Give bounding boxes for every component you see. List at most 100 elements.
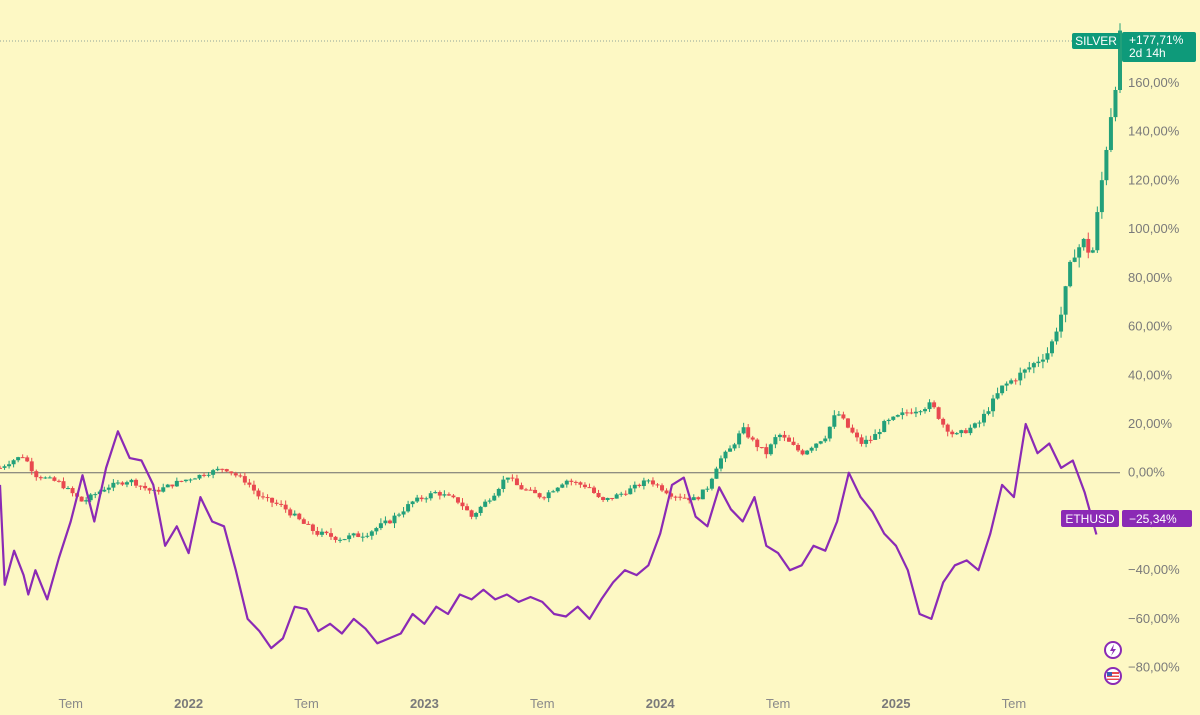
silver-candle <box>551 489 556 493</box>
silver-candle <box>469 509 474 520</box>
silver-candle <box>941 417 946 428</box>
silver-candle <box>496 487 501 498</box>
silver-candle <box>247 478 252 488</box>
y-tick-label: 40,00% <box>1128 367 1173 382</box>
silver-candle <box>501 475 506 493</box>
silver-candle <box>981 409 986 427</box>
silver-candle <box>546 490 551 503</box>
silver-candle <box>691 494 696 501</box>
silver-candle <box>220 468 225 473</box>
y-tick-label: 120,00% <box>1128 172 1180 187</box>
silver-candle <box>1090 247 1095 254</box>
silver-candle <box>628 485 633 495</box>
silver-candle <box>306 521 311 525</box>
x-tick-label: 2024 <box>646 696 676 711</box>
silver-candle <box>138 485 143 490</box>
flag-icon[interactable] <box>1104 667 1122 685</box>
silver-candle <box>737 430 742 449</box>
silver-candle <box>115 479 120 486</box>
y-tick-label: 100,00% <box>1128 221 1180 236</box>
x-tick-label: Tem <box>766 696 791 711</box>
silver-candle <box>84 497 89 505</box>
silver-candle <box>192 477 197 480</box>
silver-candle <box>909 408 914 415</box>
silver-candle <box>519 482 524 490</box>
silver-candle <box>632 481 637 493</box>
lightning-icon[interactable] <box>1104 641 1122 659</box>
silver-candle <box>746 424 751 439</box>
silver-candle <box>768 443 773 456</box>
y-tick-label: −60,00% <box>1128 611 1180 626</box>
silver-candle <box>1059 306 1064 338</box>
silver-candle <box>900 408 905 420</box>
silver-candle <box>56 479 61 483</box>
silver-candle <box>650 477 655 487</box>
silver-candle <box>950 429 955 438</box>
silver-candle <box>120 481 125 486</box>
x-tick-label: 2025 <box>882 696 911 711</box>
silver-candle <box>542 496 547 501</box>
silver-candle <box>664 488 669 495</box>
x-axis: Tem 2022 Tem 2023 Tem 2024 Tem 2025 Tem <box>58 696 1026 711</box>
silver-candle <box>356 531 361 538</box>
silver-candle <box>832 410 837 429</box>
silver-candle <box>750 435 755 442</box>
silver-candle <box>455 497 460 505</box>
silver-candle <box>437 490 442 500</box>
silver-candle <box>995 387 1000 400</box>
silver-candle <box>242 472 247 486</box>
silver-candle <box>229 471 234 476</box>
silver-candle <box>34 469 39 481</box>
y-tick-label: −40,00% <box>1128 562 1180 577</box>
silver-candle <box>1018 367 1023 386</box>
silver-candle <box>260 492 265 500</box>
silver-candle <box>991 394 996 417</box>
silver-candle <box>2 464 7 470</box>
silver-candle <box>410 500 415 508</box>
silver-candle <box>338 537 343 543</box>
silver-candle <box>1045 347 1050 363</box>
silver-candle <box>329 528 334 540</box>
ethusd-series-label: ETHUSD <box>1065 512 1115 526</box>
silver-candle <box>864 435 869 448</box>
silver-candle <box>1054 327 1059 345</box>
silver-candle <box>564 479 569 488</box>
silver-candle <box>514 474 519 486</box>
silver-candle <box>723 450 728 463</box>
silver-candle <box>211 468 216 479</box>
y-tick-label: 140,00% <box>1128 124 1180 139</box>
silver-candle <box>7 460 12 469</box>
silver-candle <box>202 473 207 478</box>
ethusd-badge[interactable]: ETHUSD −25,34% <box>1061 510 1192 527</box>
silver-candle <box>959 429 964 438</box>
silver-candle <box>147 487 152 494</box>
silver-candle <box>47 475 52 479</box>
silver-candle <box>709 477 714 491</box>
silver-candle <box>16 456 21 463</box>
silver-candle <box>143 482 148 491</box>
silver-candle <box>877 428 882 439</box>
silver-candle <box>1049 339 1054 357</box>
silver-candle <box>487 498 492 504</box>
silver-candle <box>696 496 701 501</box>
silver-candle <box>637 483 642 488</box>
silver-candle <box>1068 260 1073 288</box>
silver-candle <box>102 486 107 493</box>
silver-candle <box>310 523 315 535</box>
silver-candle <box>523 487 528 491</box>
silver-candle <box>859 434 864 447</box>
silver-candle <box>786 434 791 442</box>
silver-candle <box>823 435 828 443</box>
silver-candle <box>111 479 116 492</box>
y-tick-label: 60,00% <box>1128 319 1173 334</box>
silver-candle <box>274 499 279 506</box>
silver-candle <box>641 477 646 490</box>
silver-candle <box>283 500 288 513</box>
silver-candle <box>492 493 497 501</box>
silver-candle <box>1027 361 1032 373</box>
silver-candle <box>315 526 320 537</box>
silver-badge[interactable]: SILVER +177,71% 2d 14h <box>1072 32 1196 62</box>
silver-candle <box>1004 381 1009 391</box>
